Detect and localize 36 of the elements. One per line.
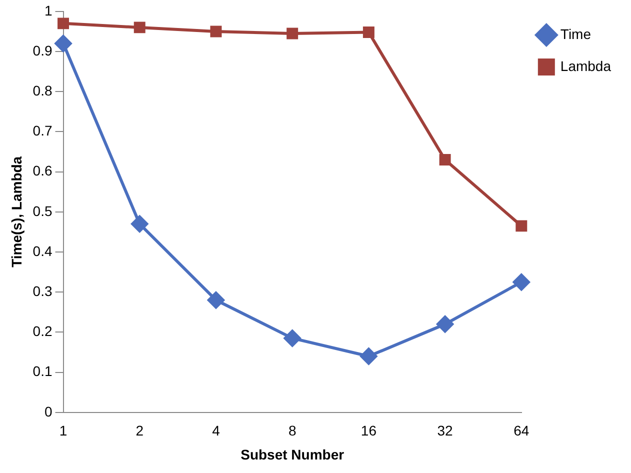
y-tick-label: 0.5 <box>32 202 52 219</box>
x-axis-title: Subset Number <box>240 446 345 462</box>
y-tick-label: 0.8 <box>32 82 52 98</box>
point <box>58 18 70 30</box>
x-tick-label: 8 <box>288 422 296 439</box>
point <box>362 26 374 38</box>
point <box>54 34 72 52</box>
legend-label: Time <box>560 26 592 42</box>
point <box>516 220 528 232</box>
x-tick-label: 64 <box>514 422 530 439</box>
y-tick-label: 0.2 <box>32 323 52 340</box>
y-tick-label: 0.9 <box>32 42 52 58</box>
point <box>284 330 301 347</box>
y-axis-title: Time(s), Lambda <box>8 156 24 268</box>
y-tick-label: 0 <box>44 403 52 420</box>
y-tick-label: 0.4 <box>32 242 52 259</box>
x-tick-label: 32 <box>437 422 454 439</box>
y-tick-label: 1 <box>44 2 52 18</box>
y-tick-label: 0.6 <box>32 162 52 179</box>
x-tick-label: 2 <box>136 422 144 439</box>
point <box>512 274 530 291</box>
y-tick-label: 0.3 <box>32 282 52 299</box>
y-tick-label: 0.7 <box>32 122 52 139</box>
legend-label: Lambda <box>560 58 612 74</box>
point <box>131 215 148 232</box>
point <box>210 26 222 38</box>
point <box>207 292 224 309</box>
x-tick-label: 1 <box>59 422 68 439</box>
point <box>439 154 451 166</box>
y-tick-label: 0.1 <box>32 363 52 380</box>
x-tick-label: 16 <box>360 422 377 439</box>
x-tick-label: 4 <box>212 422 220 439</box>
point <box>286 28 298 40</box>
point <box>436 316 454 333</box>
point <box>360 348 378 365</box>
point <box>134 22 146 34</box>
